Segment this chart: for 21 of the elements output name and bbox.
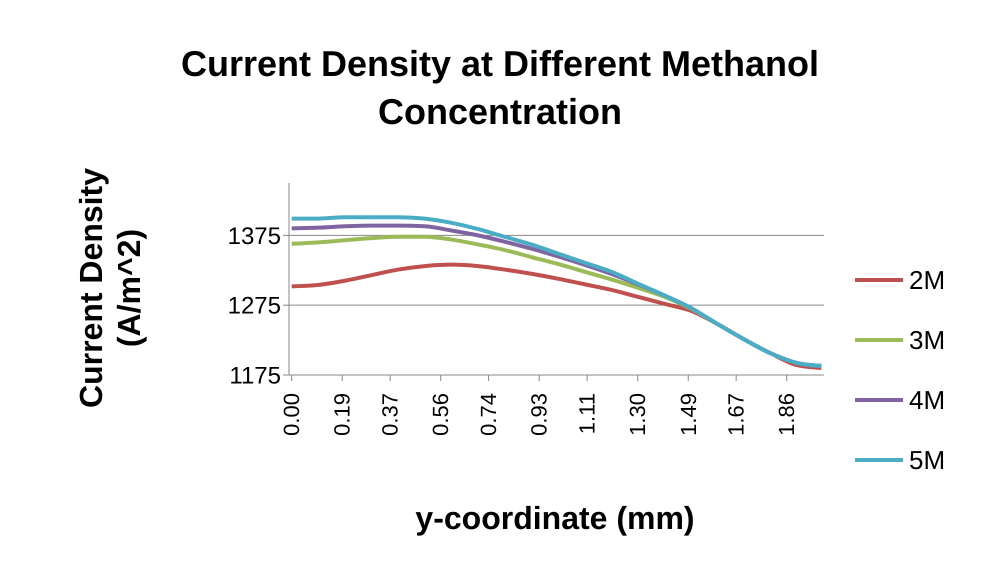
legend-label: 4M — [909, 384, 946, 416]
x-tick-label: 0.19 — [330, 393, 355, 436]
legend-label: 2M — [909, 264, 946, 296]
x-tick-label: 0.93 — [526, 393, 552, 436]
x-tick-label: 1.86 — [774, 393, 800, 436]
y-tick-label: 1375 — [228, 222, 281, 250]
y-tick-label: 1175 — [229, 362, 281, 390]
x-tick-label: 0.56 — [428, 393, 454, 436]
legend-label: 3M — [909, 324, 946, 356]
legend-label: 5M — [909, 444, 946, 476]
y-axis-title: Current Density (A/m^2) — [72, 166, 148, 410]
y-tick-label: 1275 — [228, 292, 281, 320]
x-tick-label: 1.67 — [724, 393, 749, 436]
x-tick-label: 0.00 — [279, 393, 304, 436]
x-axis-title: y-coordinate (mm) — [414, 500, 696, 537]
chart-title: Current Density at Different Methanol Concentration — [180, 42, 820, 134]
x-tick-label: 1.11 — [574, 393, 600, 434]
x-tick-label: 0.74 — [476, 393, 502, 436]
x-tick-label: 1.49 — [676, 393, 701, 436]
x-tick-label: 1.30 — [625, 393, 650, 436]
x-tick-label: 0.37 — [378, 393, 403, 436]
